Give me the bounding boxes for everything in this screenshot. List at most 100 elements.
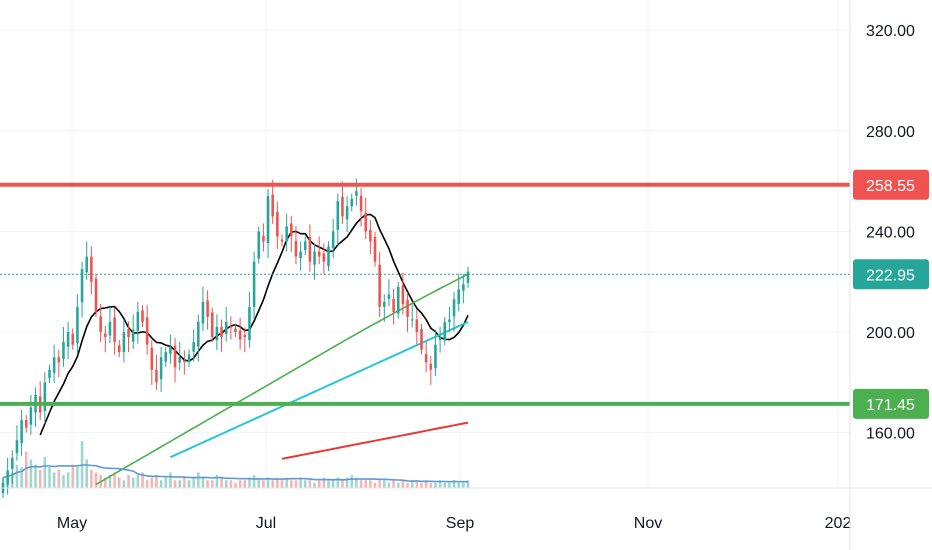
candle[interactable]: [369, 219, 372, 255]
candle[interactable]: [438, 327, 442, 353]
candle[interactable]: [257, 226, 261, 264]
candle[interactable]: [345, 196, 349, 232]
candle[interactable]: [266, 188, 270, 259]
candle[interactable]: [294, 225, 298, 265]
candle[interactable]: [20, 410, 23, 456]
candle[interactable]: [276, 201, 279, 250]
candle[interactable]: [248, 291, 251, 348]
candle[interactable]: [322, 243, 326, 275]
candle[interactable]: [183, 350, 186, 375]
candle[interactable]: [192, 329, 195, 362]
candle[interactable]: [457, 274, 460, 312]
candle[interactable]: [238, 317, 242, 350]
candles[interactable]: [1, 178, 470, 499]
candle[interactable]: [280, 234, 284, 247]
candle[interactable]: [71, 328, 75, 350]
candle[interactable]: [62, 327, 65, 367]
candle[interactable]: [378, 252, 381, 317]
candle[interactable]: [127, 321, 130, 353]
candle[interactable]: [396, 281, 400, 319]
candle[interactable]: [11, 450, 14, 484]
candle[interactable]: [401, 272, 405, 315]
candle[interactable]: [448, 306, 451, 333]
candle[interactable]: [364, 197, 367, 239]
candle[interactable]: [141, 305, 144, 328]
candle[interactable]: [285, 213, 288, 252]
candle[interactable]: [224, 306, 228, 342]
candle[interactable]: [271, 179, 274, 224]
candle[interactable]: [76, 294, 79, 354]
candle[interactable]: [406, 292, 409, 333]
candle[interactable]: [327, 241, 330, 272]
candle[interactable]: [57, 349, 61, 378]
candle[interactable]: [452, 291, 456, 332]
candle[interactable]: [108, 306, 112, 344]
candle[interactable]: [52, 344, 56, 383]
candle[interactable]: [80, 261, 84, 318]
candle[interactable]: [308, 224, 312, 272]
candle[interactable]: [113, 307, 116, 355]
candle[interactable]: [66, 321, 70, 360]
candle[interactable]: [15, 425, 19, 461]
candle[interactable]: [350, 193, 354, 212]
candle[interactable]: [6, 457, 9, 495]
candle[interactable]: [145, 304, 149, 355]
candle[interactable]: [220, 319, 223, 353]
candle[interactable]: [331, 218, 335, 259]
candle[interactable]: [173, 338, 177, 383]
candle[interactable]: [303, 236, 307, 256]
candle[interactable]: [85, 241, 88, 280]
candle[interactable]: [383, 294, 386, 322]
candle[interactable]: [420, 323, 423, 355]
candle[interactable]: [313, 244, 316, 280]
candle[interactable]: [290, 215, 293, 252]
candle[interactable]: [243, 327, 247, 353]
candle[interactable]: [104, 326, 107, 353]
candle[interactable]: [90, 246, 93, 295]
candle[interactable]: [234, 323, 237, 338]
candle[interactable]: [122, 319, 126, 363]
candle[interactable]: [415, 309, 419, 345]
candle[interactable]: [443, 316, 447, 346]
candle[interactable]: [373, 231, 377, 267]
candle[interactable]: [201, 286, 205, 332]
candle[interactable]: [197, 314, 200, 362]
candle[interactable]: [29, 394, 33, 435]
candle[interactable]: [429, 356, 433, 385]
candle[interactable]: [169, 334, 172, 364]
candle[interactable]: [34, 387, 37, 428]
candle[interactable]: [136, 301, 140, 344]
candle[interactable]: [262, 223, 265, 252]
candle[interactable]: [215, 314, 219, 351]
candle[interactable]: [131, 314, 135, 350]
candle[interactable]: [392, 288, 395, 325]
candle[interactable]: [48, 364, 51, 383]
candle[interactable]: [317, 236, 321, 265]
candle[interactable]: [424, 341, 428, 373]
candle[interactable]: [164, 347, 168, 367]
candle[interactable]: [359, 188, 363, 227]
candle[interactable]: [341, 181, 344, 224]
candle[interactable]: [206, 290, 209, 330]
candle[interactable]: [43, 372, 47, 424]
candle[interactable]: [229, 316, 233, 340]
candle[interactable]: [462, 274, 465, 304]
candle[interactable]: [252, 251, 256, 320]
candle[interactable]: [410, 304, 414, 328]
candle[interactable]: [434, 329, 437, 376]
candle[interactable]: [38, 381, 42, 421]
candle[interactable]: [387, 279, 391, 307]
candle[interactable]: [117, 340, 121, 358]
candle[interactable]: [336, 193, 340, 246]
candle[interactable]: [159, 347, 163, 392]
candle[interactable]: [210, 307, 214, 343]
candle[interactable]: [178, 342, 181, 371]
candle[interactable]: [99, 303, 102, 343]
candle[interactable]: [150, 340, 154, 385]
candle[interactable]: [466, 266, 470, 288]
candle[interactable]: [355, 178, 358, 206]
candle[interactable]: [299, 241, 302, 271]
candle[interactable]: [24, 415, 28, 433]
candle[interactable]: [94, 273, 98, 317]
